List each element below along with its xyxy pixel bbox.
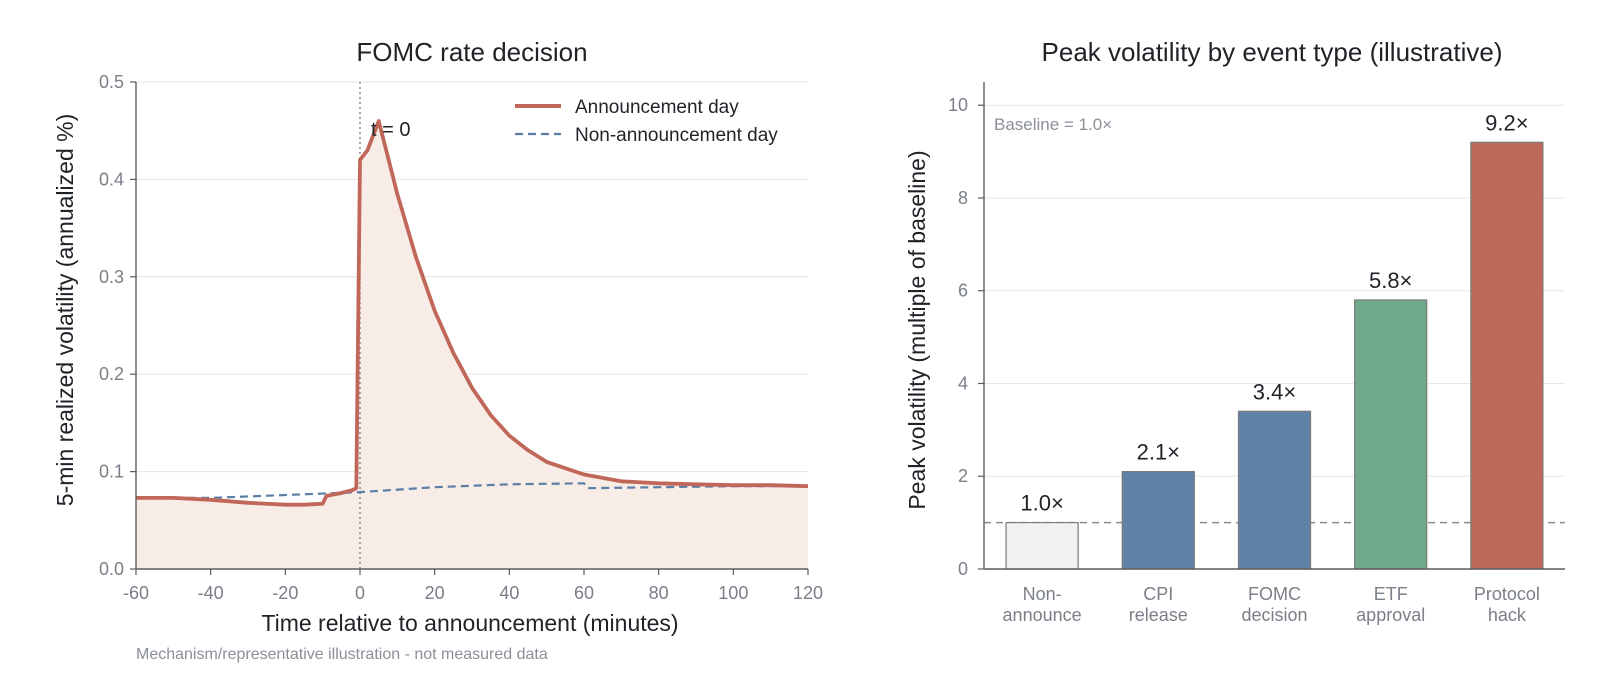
legend-label-non-announcement-day: Non-announcement day (575, 125, 778, 146)
bar-value-label: 2.1× (1137, 440, 1180, 465)
bar-value-label: 1.0× (1020, 491, 1063, 516)
left-x-tick-label: 120 (793, 583, 823, 603)
left-chart-x-axis-label: Time relative to announcement (minutes) (261, 610, 678, 636)
right-y-tick-label: 10 (948, 95, 968, 115)
baseline-label: Baseline = 1.0× (994, 115, 1112, 134)
announcement-day-line (136, 119, 809, 507)
category-label: release (1129, 605, 1188, 625)
left-y-tick-label: 0.5 (99, 72, 124, 92)
bar-value-label: 5.8× (1369, 268, 1412, 293)
bar-0 (1005, 522, 1079, 570)
left-x-tick-label: 20 (425, 583, 445, 603)
left-chart-series (136, 119, 809, 507)
category-label: approval (1356, 605, 1425, 625)
category-label: FOMC (1248, 584, 1301, 604)
left-y-tick-label: 0.3 (99, 267, 124, 287)
category-label: decision (1241, 605, 1307, 625)
right-chart-title: Peak volatility by event type (illustrat… (1042, 37, 1503, 67)
category-label: Non- (1023, 584, 1062, 604)
legend-label-announcement-day: Announcement day (575, 97, 739, 118)
left-y-tick-label: 0.0 (99, 559, 124, 579)
category-label: CPI (1143, 584, 1173, 604)
left-chart-panel: FOMC rate decision -60 -40 -20 0 20 40 60 80 100… (52, 37, 823, 636)
left-x-tick-label: 0 (355, 583, 365, 603)
t-zero-annotation: t = 0 (371, 119, 410, 141)
category-label: hack (1488, 605, 1527, 625)
left-chart-axes (135, 82, 808, 570)
right-chart-ticks: 0 2 4 6 8 10 (948, 95, 984, 579)
left-chart-ticks: -60 -40 -20 0 20 40 60 80 100 120 0.0 0.1 0.2 0.3 0.4 0… (99, 72, 823, 603)
bar-3 (1354, 299, 1428, 570)
category-label: ETF (1374, 584, 1408, 604)
left-x-tick-label: -40 (198, 583, 224, 603)
right-y-tick-label: 2 (958, 466, 968, 486)
footnote: Mechanism/representative illustration - … (136, 646, 548, 663)
announcement-area (136, 121, 808, 569)
left-chart-title: FOMC rate decision (356, 37, 587, 67)
left-x-tick-label: 40 (499, 583, 519, 603)
left-y-tick-label: 0.4 (99, 169, 124, 189)
non-announcement-day-line (136, 482, 808, 499)
right-chart-panel: Peak volatility by event type (illustrat… (904, 37, 1565, 625)
category-label: announce (1003, 605, 1082, 625)
bar-4 (1470, 141, 1544, 570)
left-y-tick-label: 0.1 (99, 462, 124, 482)
left-x-tick-label: 100 (718, 583, 748, 603)
left-chart-legend: Announcement day Non-announcement day (515, 97, 778, 146)
announcement-area-fill (136, 121, 808, 569)
left-y-tick-label: 0.2 (99, 364, 124, 384)
left-x-tick-label: -20 (272, 583, 298, 603)
left-x-tick-label: -60 (123, 583, 149, 603)
right-y-tick-label: 6 (958, 281, 968, 301)
left-x-tick-label: 60 (574, 583, 594, 603)
right-y-tick-label: 0 (958, 559, 968, 579)
bar-value-label: 9.2× (1485, 110, 1528, 135)
left-chart-gridlines (136, 81, 808, 473)
category-label: Protocol (1474, 584, 1540, 604)
bar-2 (1237, 410, 1312, 570)
right-y-tick-label: 4 (958, 373, 968, 393)
left-x-tick-label: 80 (649, 583, 669, 603)
right-chart-axes (983, 82, 1565, 570)
left-chart-y-axis-label: 5-min realized volatility (annualized %) (52, 114, 78, 506)
right-chart-y-axis-label: Peak volatility (multiple of baseline) (904, 150, 930, 509)
right-y-tick-label: 8 (958, 188, 968, 208)
bar-value-label: 3.4× (1253, 379, 1296, 404)
bar-1 (1121, 471, 1195, 570)
